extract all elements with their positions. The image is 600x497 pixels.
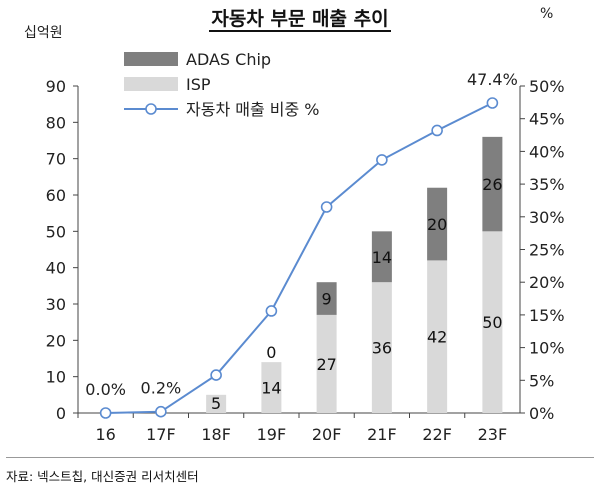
- y-right-tick-label: 20%: [529, 273, 565, 292]
- bar-adas-label: 20: [427, 215, 447, 234]
- line-share-pct: [105, 102, 493, 414]
- legend-label-isp: ISP: [186, 75, 211, 94]
- bar-isp: [206, 394, 227, 413]
- y-left-tick-label: 90: [46, 77, 66, 96]
- x-tick-label: 21F: [367, 425, 397, 444]
- bar-isp: [427, 260, 448, 413]
- legend-label-line-share-pct: 자동차 매출 비중 %: [186, 100, 320, 119]
- bar-adas-chip: [427, 187, 448, 261]
- y-right-tick-label: 15%: [529, 306, 565, 325]
- y-right-tick-label: 5%: [529, 371, 554, 390]
- y-left-tick-label: 70: [46, 150, 66, 169]
- bar-adas-label: 9: [322, 290, 332, 309]
- y-left-tick-label: 60: [46, 186, 66, 205]
- x-tick-label: 19F: [257, 425, 287, 444]
- x-tick-label: 17F: [146, 425, 176, 444]
- y-axis-left-label: 십억원: [24, 25, 63, 41]
- bar-isp-label: 27: [316, 355, 336, 374]
- source-divider: [6, 457, 594, 458]
- legend-marker-line-share-pct: [145, 103, 157, 115]
- x-tick-label: 23F: [478, 425, 508, 444]
- bar-adas-chip: [371, 231, 392, 283]
- y-left-tick-label: 20: [46, 331, 66, 350]
- y-left-tick-label: 30: [46, 295, 66, 314]
- bar-adas-chip: [316, 282, 337, 315]
- bar-isp: [482, 231, 503, 413]
- line-point-share-pct: [155, 405, 167, 418]
- bar-isp-label: 36: [372, 339, 392, 358]
- bar-isp: [316, 314, 337, 413]
- line-point-share-pct: [376, 154, 388, 166]
- line-annotation-label: 47.4%: [467, 70, 518, 89]
- y-right-tick-label: 35%: [529, 175, 565, 194]
- y-left-tick-label: 50: [46, 222, 66, 241]
- y-axis-right-label: %: [540, 6, 554, 22]
- bar-adas-label: 0: [266, 343, 276, 362]
- bar-isp: [371, 282, 392, 413]
- y-right-tick-label: 30%: [529, 208, 565, 227]
- x-tick-label: 18F: [201, 425, 231, 444]
- y-right-tick-label: 45%: [529, 110, 565, 129]
- bar-isp: [261, 362, 282, 413]
- bar-isp-label: 50: [482, 313, 502, 332]
- line-point-share-pct: [99, 407, 112, 419]
- chart-plot: 01020304050607080900%5%10%15%20%25%30%35…: [46, 50, 565, 444]
- line-point-share-pct: [265, 305, 278, 317]
- bar-isp-label: 5: [211, 394, 221, 413]
- x-tick-label: 16: [95, 425, 115, 444]
- x-tick-label: 20F: [312, 425, 342, 444]
- line-point-share-pct: [431, 124, 443, 137]
- line-annotation-label: 0.0%: [85, 380, 126, 399]
- legend-label-adas-chip: ADAS Chip: [186, 50, 271, 69]
- y-right-tick-label: 50%: [529, 77, 565, 96]
- y-left-tick-label: 40: [46, 259, 66, 278]
- legend-swatch-isp: [124, 77, 178, 91]
- line-point-share-pct: [210, 369, 222, 381]
- bar-adas-chip: [482, 136, 503, 232]
- chart-title: 자동차 부문 매출 추이: [209, 8, 391, 32]
- y-left-tick-label: 80: [46, 113, 66, 132]
- y-left-tick-label: 0: [56, 404, 66, 423]
- line-annotation-label: 0.2%: [141, 379, 182, 398]
- y-right-tick-label: 25%: [529, 241, 565, 260]
- y-right-tick-label: 0%: [529, 404, 554, 423]
- bar-adas-label: 26: [482, 175, 502, 194]
- y-left-tick-label: 10: [46, 368, 66, 387]
- legend-swatch-adas-chip: [124, 52, 178, 66]
- line-point-share-pct: [486, 97, 499, 109]
- bar-isp-label: 14: [261, 379, 281, 398]
- bar-adas-label: 14: [372, 248, 392, 267]
- bar-isp-label: 42: [427, 328, 447, 347]
- source-note: 자료: 넥스트칩, 대신증권 리서치센터: [6, 469, 199, 484]
- line-point-share-pct: [320, 201, 333, 213]
- y-right-tick-label: 40%: [529, 142, 565, 161]
- y-right-tick-label: 10%: [529, 339, 565, 358]
- x-tick-label: 22F: [422, 425, 452, 444]
